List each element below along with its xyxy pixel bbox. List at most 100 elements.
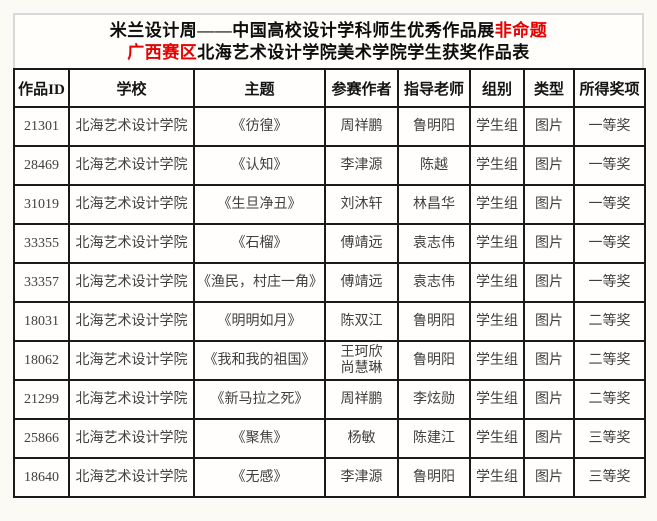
cell-type: 图片 [523, 457, 575, 498]
cell-advisor: 鲁明阳 [397, 106, 471, 147]
awards-document: 米兰设计周——中国高校设计学科师生优秀作品展非命题 广西赛区北海艺术设计学院美术… [13, 13, 646, 498]
cell-type: 图片 [523, 223, 575, 264]
cell-type: 图片 [523, 418, 575, 459]
cell-award: 二等奖 [573, 301, 646, 342]
cell-school: 北海艺术设计学院 [68, 223, 195, 264]
cell-theme: 《新马拉之死》 [193, 379, 326, 420]
cell-author: 刘沐轩 [324, 184, 399, 225]
cell-work-id: 31019 [13, 184, 70, 225]
cell-type: 图片 [523, 340, 575, 381]
cell-advisor: 袁志伟 [397, 223, 471, 264]
cell-award: 一等奖 [573, 106, 646, 147]
cell-school: 北海艺术设计学院 [68, 184, 195, 225]
title-line-1: 米兰设计周——中国高校设计学科师生优秀作品展非命题 [15, 20, 642, 42]
awards-table: 作品ID 学校 主题 参赛作者 指导老师 组别 类型 所得奖项 21301 北海… [13, 68, 646, 498]
cell-school: 北海艺术设计学院 [68, 340, 195, 381]
cell-theme: 《认知》 [193, 145, 326, 186]
cell-advisor: 陈建江 [397, 418, 471, 459]
cell-group: 学生组 [469, 457, 525, 498]
table-row: 31019 北海艺术设计学院 《生旦净丑》 刘沐轩 林昌华 学生组 图片 一等奖 [13, 184, 646, 225]
cell-type: 图片 [523, 106, 575, 147]
cell-type: 图片 [523, 379, 575, 420]
cell-theme: 《彷徨》 [193, 106, 326, 147]
cell-work-id: 18062 [13, 340, 70, 381]
cell-group: 学生组 [469, 184, 525, 225]
cell-work-id: 21301 [13, 106, 70, 147]
cell-work-id: 33357 [13, 262, 70, 303]
table-row: 25866 北海艺术设计学院 《聚焦》 杨敏 陈建江 学生组 图片 三等奖 [13, 418, 646, 459]
header-theme: 主题 [193, 68, 326, 108]
cell-theme: 《无感》 [193, 457, 326, 498]
cell-work-id: 18031 [13, 301, 70, 342]
table-row: 21299 北海艺术设计学院 《新马拉之死》 周祥鹏 李炫勋 学生组 图片 二等… [13, 379, 646, 420]
cell-theme: 《石榴》 [193, 223, 326, 264]
cell-advisor: 李炫勋 [397, 379, 471, 420]
table-row: 33355 北海艺术设计学院 《石榴》 傅靖远 袁志伟 学生组 图片 一等奖 [13, 223, 646, 264]
header-work-id: 作品ID [13, 68, 70, 108]
cell-school: 北海艺术设计学院 [68, 379, 195, 420]
header-row: 作品ID 学校 主题 参赛作者 指导老师 组别 类型 所得奖项 [13, 68, 646, 108]
cell-work-id: 33355 [13, 223, 70, 264]
cell-author: 周祥鹏 [324, 106, 399, 147]
header-advisor: 指导老师 [397, 68, 471, 108]
cell-group: 学生组 [469, 262, 525, 303]
cell-advisor: 袁志伟 [397, 262, 471, 303]
cell-author: 陈双江 [324, 301, 399, 342]
cell-advisor: 林昌华 [397, 184, 471, 225]
cell-author: 杨敏 [324, 418, 399, 459]
cell-type: 图片 [523, 301, 575, 342]
title-line-2: 广西赛区北海艺术设计学院美术学院学生获奖作品表 [15, 42, 642, 64]
cell-author: 王珂欣 尚慧琳 [324, 340, 399, 381]
cell-group: 学生组 [469, 418, 525, 459]
cell-group: 学生组 [469, 106, 525, 147]
header-author: 参赛作者 [324, 68, 399, 108]
cell-work-id: 18640 [13, 457, 70, 498]
cell-school: 北海艺术设计学院 [68, 418, 195, 459]
cell-work-id: 21299 [13, 379, 70, 420]
header-school: 学校 [68, 68, 195, 108]
cell-school: 北海艺术设计学院 [68, 106, 195, 147]
cell-author: 傅靖远 [324, 262, 399, 303]
table-row: 18031 北海艺术设计学院 《明明如月》 陈双江 鲁明阳 学生组 图片 二等奖 [13, 301, 646, 342]
cell-author: 周祥鹏 [324, 379, 399, 420]
header-type: 类型 [523, 68, 575, 108]
cell-theme: 《聚焦》 [193, 418, 326, 459]
cell-school: 北海艺术设计学院 [68, 145, 195, 186]
cell-group: 学生组 [469, 340, 525, 381]
title-line2-main: 北海艺术设计学院美术学院学生获奖作品表 [197, 42, 530, 62]
cell-theme: 《我和我的祖国》 [193, 340, 326, 381]
header-award: 所得奖项 [573, 68, 646, 108]
cell-type: 图片 [523, 145, 575, 186]
table-row: 18062 北海艺术设计学院 《我和我的祖国》 王珂欣 尚慧琳 鲁明阳 学生组 … [13, 340, 646, 381]
cell-award: 一等奖 [573, 223, 646, 264]
title-line2-highlight: 广西赛区 [127, 42, 198, 62]
cell-school: 北海艺术设计学院 [68, 301, 195, 342]
cell-award: 一等奖 [573, 145, 646, 186]
cell-author: 傅靖远 [324, 223, 399, 264]
cell-advisor: 鲁明阳 [397, 340, 471, 381]
cell-group: 学生组 [469, 223, 525, 264]
title-line1-main: 米兰设计周——中国高校设计学科师生优秀作品展 [109, 20, 495, 40]
table-row: 33357 北海艺术设计学院 《渔民，村庄一角》 傅靖远 袁志伟 学生组 图片 … [13, 262, 646, 303]
table-row: 18640 北海艺术设计学院 《无感》 李津源 鲁明阳 学生组 图片 三等奖 [13, 457, 646, 498]
header-group: 组别 [469, 68, 525, 108]
cell-award: 一等奖 [573, 262, 646, 303]
cell-work-id: 28469 [13, 145, 70, 186]
cell-school: 北海艺术设计学院 [68, 262, 195, 303]
cell-type: 图片 [523, 184, 575, 225]
table-row: 28469 北海艺术设计学院 《认知》 李津源 陈越 学生组 图片 一等奖 [13, 145, 646, 186]
cell-theme: 《生旦净丑》 [193, 184, 326, 225]
cell-award: 二等奖 [573, 340, 646, 381]
cell-school: 北海艺术设计学院 [68, 457, 195, 498]
cell-advisor: 陈越 [397, 145, 471, 186]
cell-author: 李津源 [324, 145, 399, 186]
cell-type: 图片 [523, 262, 575, 303]
cell-group: 学生组 [469, 379, 525, 420]
cell-theme: 《明明如月》 [193, 301, 326, 342]
cell-advisor: 鲁明阳 [397, 457, 471, 498]
cell-advisor: 鲁明阳 [397, 301, 471, 342]
cell-work-id: 25866 [13, 418, 70, 459]
table-row: 21301 北海艺术设计学院 《彷徨》 周祥鹏 鲁明阳 学生组 图片 一等奖 [13, 106, 646, 147]
cell-author: 李津源 [324, 457, 399, 498]
cell-award: 三等奖 [573, 457, 646, 498]
